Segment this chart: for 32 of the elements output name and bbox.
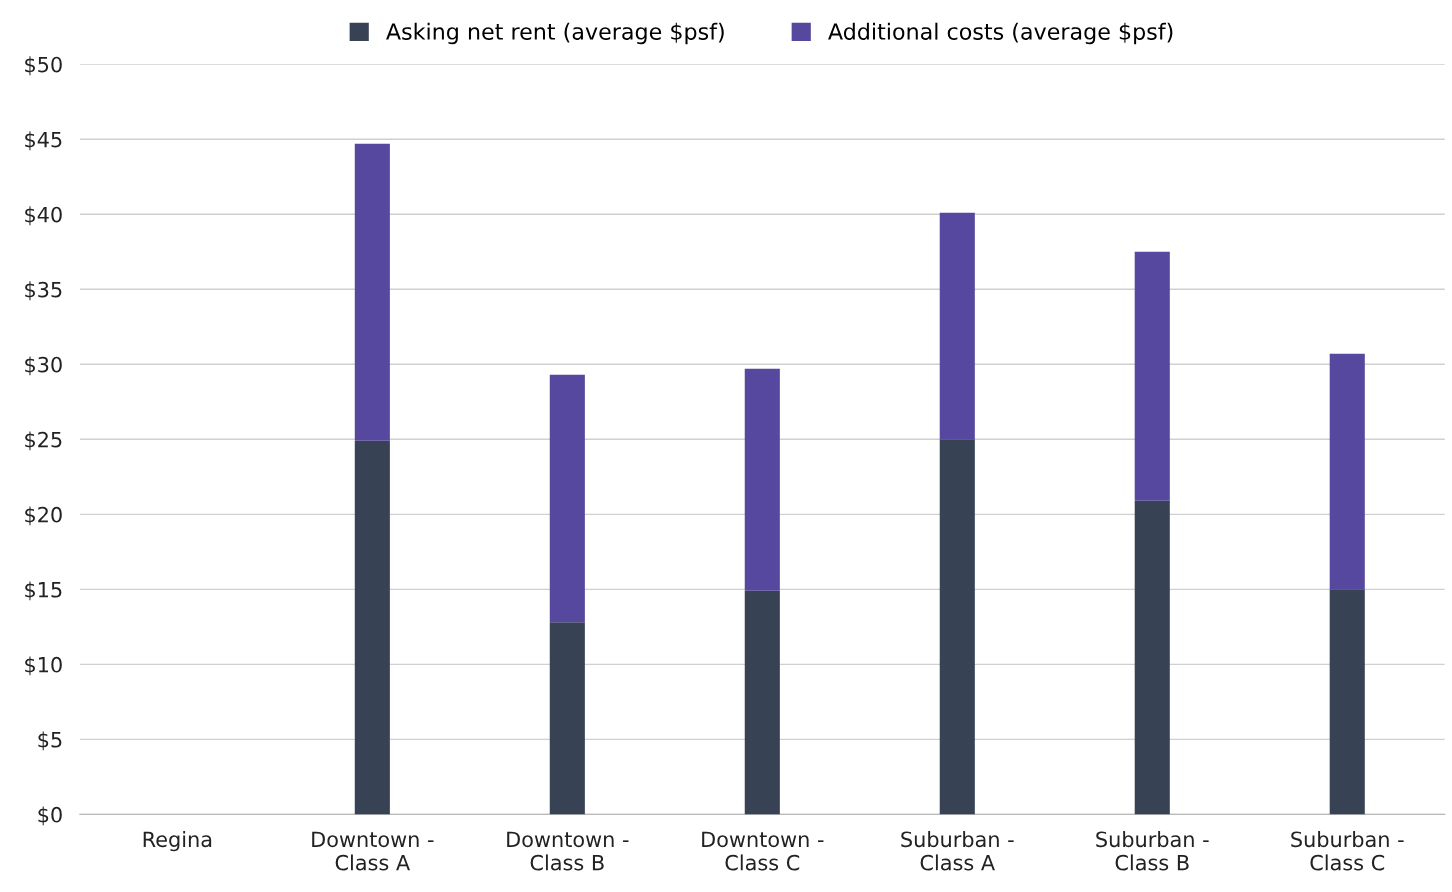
- y-tick-label: $45: [25, 131, 62, 151]
- bar: [1329, 353, 1365, 590]
- bar: [939, 212, 975, 440]
- bar: [1134, 251, 1170, 501]
- bar: [939, 439, 975, 815]
- y-tick-label: $10: [25, 656, 62, 676]
- y-tick-label: $35: [25, 281, 62, 301]
- bar: [354, 440, 390, 815]
- y-tick-label: $30: [25, 356, 62, 376]
- bar: [549, 622, 585, 815]
- bar: [1329, 589, 1365, 815]
- x-tick-label: Downtown - Class A: [312, 831, 434, 871]
- y-tick-label: $25: [25, 431, 62, 451]
- y-tick-label: $20: [25, 506, 62, 526]
- y-tick-label: $5: [38, 731, 62, 751]
- y-tick-label: $0: [38, 806, 62, 826]
- x-tick-label: Suburban - Class C: [1291, 831, 1404, 871]
- x-tick-label: Regina: [143, 831, 212, 852]
- bar: [549, 374, 585, 623]
- bar: [744, 590, 780, 815]
- legend-label: Additional costs (average $psf): [828, 22, 1173, 45]
- y-tick-label: $15: [25, 581, 62, 601]
- y-tick-label: $50: [25, 56, 62, 76]
- x-tick-label: Suburban - Class A: [901, 831, 1014, 871]
- x-tick-label: Downtown - Class C: [702, 831, 824, 871]
- x-tick-label: Downtown - Class B: [507, 831, 629, 871]
- x-tick-label: Suburban - Class B: [1096, 831, 1209, 871]
- legend-label: Asking net rent (average $psf): [386, 22, 724, 45]
- bar: [354, 143, 390, 441]
- y-tick-label: $40: [25, 206, 62, 226]
- bar: [744, 368, 780, 591]
- bar: [1134, 500, 1170, 815]
